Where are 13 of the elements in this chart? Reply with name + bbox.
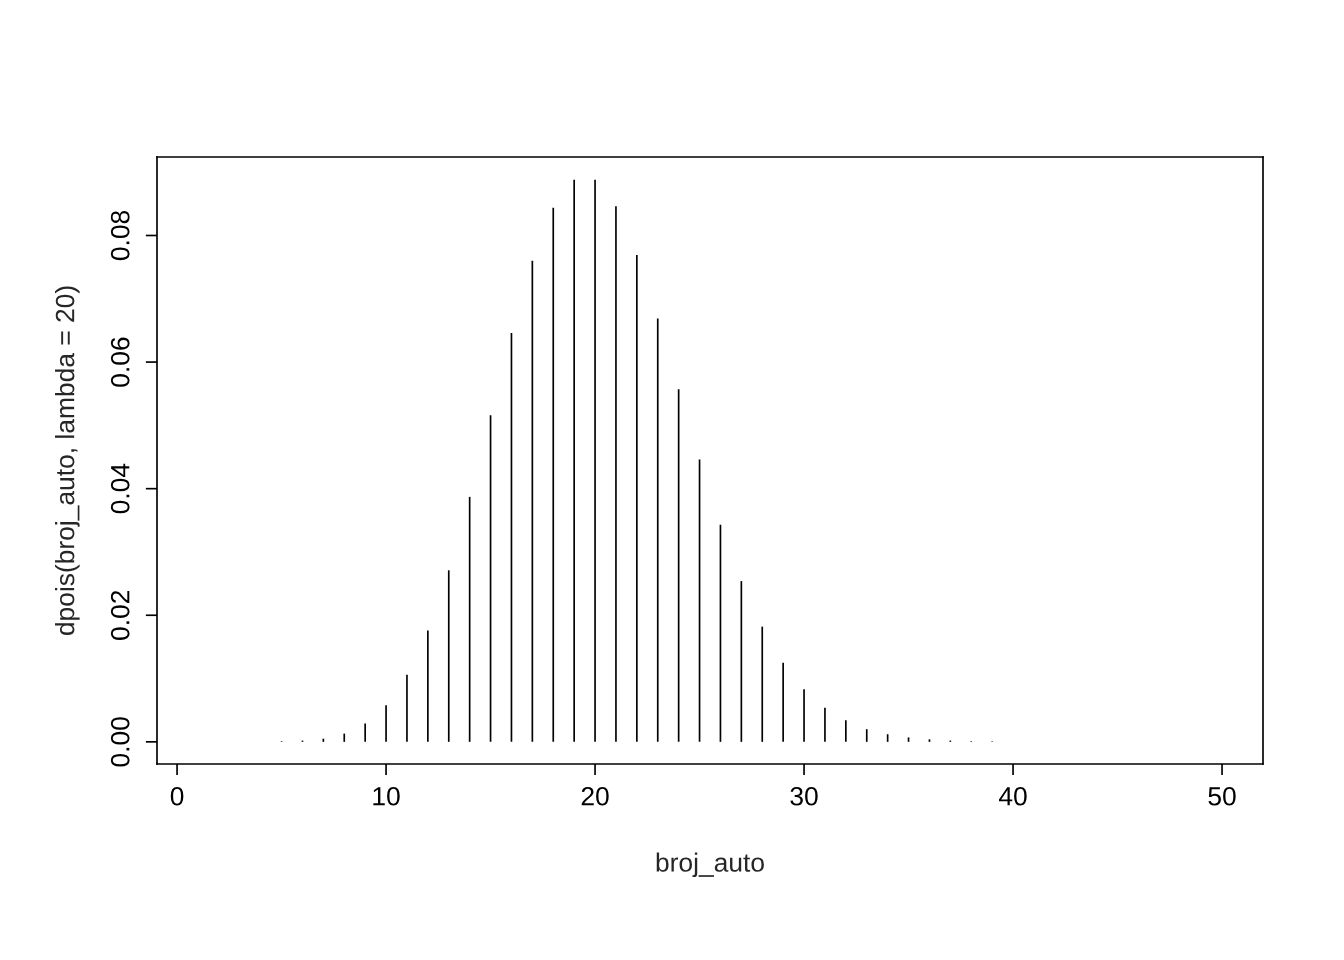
y-tick-label: 0.08	[110, 210, 130, 261]
x-tick-label: 10	[373, 786, 400, 806]
y-tick-label: 0.00	[110, 717, 130, 767]
x-tick-label: 20	[581, 786, 609, 806]
x-tick-label: 50	[1208, 786, 1236, 806]
y-axis-title: dpois(broj_auto, lambda = 20)	[55, 286, 80, 636]
y-tick-label: 0.04	[110, 463, 130, 514]
x-tick-label: 30	[790, 786, 818, 806]
x-tick-label: 40	[998, 786, 1027, 806]
y-tick-label: 0.02	[110, 590, 130, 640]
x-axis-title: broj_auto	[656, 852, 764, 878]
x-tick-label: 0	[170, 786, 184, 806]
y-tick-label: 0.06	[110, 337, 130, 387]
